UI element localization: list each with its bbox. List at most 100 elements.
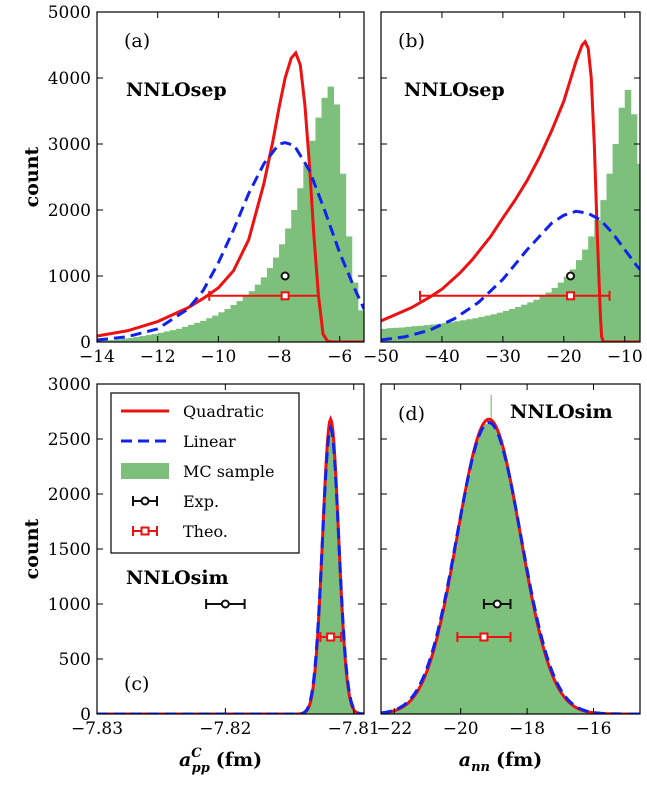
- histogram-bar: [181, 326, 189, 342]
- mc-sample-histogram: [381, 395, 628, 714]
- histogram-bar: [139, 336, 146, 342]
- histogram-bar: [573, 707, 578, 714]
- histogram-bar: [480, 428, 485, 714]
- histogram-bar: [557, 282, 565, 342]
- histogram-bar: [454, 321, 461, 342]
- histogram-bar: [345, 236, 353, 342]
- histogram-bar: [324, 490, 326, 714]
- quadratic-curve: [97, 50, 364, 342]
- plot-area: [381, 395, 640, 714]
- x-tick-label: −7.82: [199, 719, 251, 739]
- histogram-bar: [539, 296, 546, 342]
- histogram-bar: [381, 328, 388, 342]
- mc-sample-histogram: [97, 86, 364, 342]
- histogram-bar: [551, 287, 559, 342]
- histogram-bar: [424, 674, 428, 714]
- mc-sample-histogram: [299, 424, 362, 714]
- exp-errorbar: [280, 271, 290, 281]
- x-tick-label: −6: [327, 347, 352, 367]
- y-tick-label: 2500: [48, 430, 91, 450]
- exp-marker: [280, 271, 290, 281]
- histogram-bar: [218, 312, 225, 342]
- histogram-bar: [407, 702, 412, 714]
- plot-frame: [380, 11, 641, 343]
- histogram-bar: [297, 188, 304, 342]
- exp-errorbar: [205, 599, 246, 609]
- histogram-bar: [334, 466, 337, 714]
- y-tick-label: 2000: [48, 485, 91, 505]
- x-axis-label-symbol: a: [459, 749, 471, 771]
- histogram-bar: [624, 89, 632, 342]
- histogram-bar: [346, 675, 348, 714]
- theo-errorbar: [319, 632, 342, 642]
- histogram-bar: [254, 284, 262, 342]
- legend-label: MC sample: [183, 462, 274, 481]
- histogram-bar: [272, 257, 280, 342]
- histogram-bar: [533, 615, 538, 714]
- histogram-bar: [307, 708, 310, 714]
- panel-1: −14 −12 −10 −8 −6 0 1000 2000 3000 4000 5000 count (…: [21, 3, 365, 367]
- histogram-bar: [530, 599, 535, 714]
- histogram-bar: [248, 291, 256, 342]
- theo-errorbar: [419, 290, 611, 301]
- histogram-bar: [470, 460, 475, 714]
- histogram-bar: [351, 705, 353, 714]
- histogram-bar: [321, 546, 324, 714]
- legend-swatch-mc: [121, 463, 169, 479]
- histogram-bar: [466, 319, 473, 342]
- histogram-bar: [569, 269, 577, 342]
- panel-label: (c): [124, 673, 149, 695]
- histogram-bar: [405, 326, 412, 342]
- histogram-bar: [420, 682, 425, 714]
- histogram-bar: [521, 304, 528, 342]
- histogram-bar: [487, 422, 491, 714]
- histogram-bar: [260, 277, 268, 342]
- quadratic-curve: [97, 415, 364, 714]
- x-tick-label: −20: [546, 347, 582, 367]
- x-tick-label: −22: [376, 719, 412, 739]
- exp-errorbar: [482, 599, 512, 609]
- histogram-bar: [303, 165, 310, 342]
- histogram-bar: [500, 447, 505, 714]
- histogram-bar: [317, 624, 320, 714]
- plot-frame: [96, 11, 365, 343]
- histogram-bar: [145, 335, 153, 342]
- histogram-bar: [576, 708, 581, 714]
- histogram-bar: [507, 475, 511, 714]
- histogram-bar: [441, 322, 449, 342]
- histogram-bar: [410, 698, 415, 714]
- histogram-bar: [550, 674, 555, 714]
- histogram-bar: [320, 574, 323, 714]
- x-tick-label: −30: [485, 347, 521, 367]
- histogram-bar: [312, 686, 315, 714]
- histogram-bar: [348, 695, 351, 714]
- histogram-bar: [169, 330, 177, 342]
- histogram-bar: [343, 644, 346, 714]
- histogram-bar: [503, 460, 508, 714]
- panel-3: −7.83 −7.82 −7.81 0 500 1000 1500 2000 2500 3000 c…: [21, 375, 380, 776]
- histogram-bar: [477, 436, 482, 714]
- histogram-bar: [344, 662, 347, 714]
- histogram-bar: [497, 436, 501, 714]
- theo-marker: [326, 632, 336, 642]
- histogram-bar: [206, 318, 213, 342]
- histogram-bar: [448, 322, 455, 342]
- histogram-bar: [440, 615, 445, 714]
- histogram-bar: [340, 600, 343, 714]
- y-tick-label: 1500: [48, 540, 91, 560]
- histogram-bar: [437, 630, 442, 714]
- theo-marker: [280, 291, 290, 301]
- histogram-bar: [325, 466, 328, 714]
- histogram-bar: [520, 546, 525, 714]
- legend-label: Quadratic: [183, 402, 264, 421]
- y-tick-label: 5000: [48, 3, 91, 23]
- mc-sample-histogram: [381, 89, 640, 342]
- histogram-bar: [515, 307, 522, 342]
- y-tick-label: 1000: [48, 267, 91, 287]
- histogram-bar: [357, 310, 364, 342]
- histogram-bar: [454, 546, 458, 714]
- x-tick-label: −7.83: [71, 719, 123, 739]
- legend-label: Linear: [183, 432, 236, 451]
- histogram-bar: [347, 686, 349, 714]
- histogram-bar: [450, 564, 455, 714]
